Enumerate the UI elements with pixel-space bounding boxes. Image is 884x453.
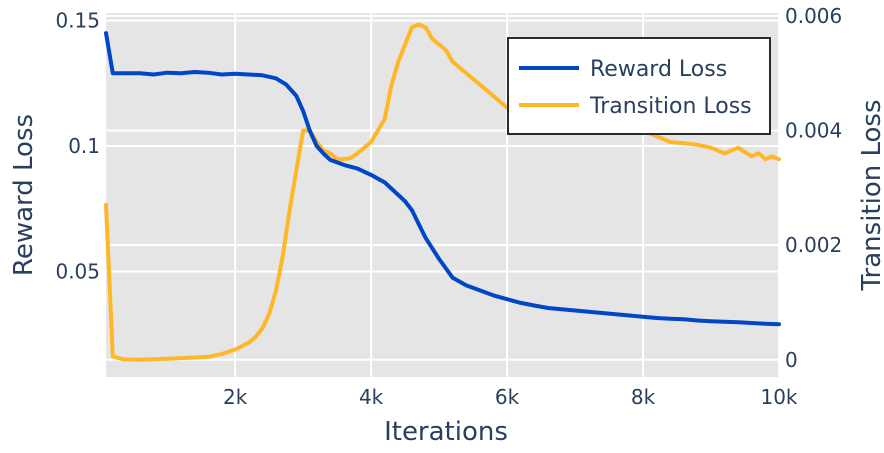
legend-label-transition-loss: Transition Loss bbox=[589, 94, 752, 119]
y-right-tick-label: 0.002 bbox=[785, 233, 842, 257]
legend: Reward Loss Transition Loss bbox=[507, 37, 771, 135]
y-right-tick-label: 0.006 bbox=[785, 4, 842, 28]
series-layer bbox=[104, 22, 781, 362]
x-tick-label: 8k bbox=[631, 385, 656, 409]
x-axis-title: Iterations bbox=[384, 417, 508, 447]
y-left-tick-label: 0.05 bbox=[55, 260, 100, 284]
x-tick-label: 2k bbox=[223, 385, 248, 409]
x-tick-label: 10k bbox=[760, 385, 797, 409]
legend-box bbox=[507, 37, 771, 135]
y-right-tick-label: 0.004 bbox=[785, 119, 842, 143]
x-tick-label: 6k bbox=[495, 385, 520, 409]
series-line-reward-loss bbox=[104, 31, 781, 327]
y-left-tick-label: 0.1 bbox=[68, 134, 100, 158]
left-y-axis-title: Reward Loss bbox=[9, 114, 39, 276]
right-y-axis-title: Transition Loss bbox=[857, 99, 884, 291]
legend-label-reward-loss: Reward Loss bbox=[590, 57, 727, 82]
tick-labels: 2k 4k 6k 8k 10k 0.05 0.1 0.15 0 0.002 0.004 0.006 bbox=[55, 4, 842, 409]
y-left-tick-label: 0.15 bbox=[55, 9, 100, 33]
y-right-tick-label: 0 bbox=[785, 348, 798, 372]
series-line-transition-loss bbox=[104, 22, 781, 362]
x-tick-label: 4k bbox=[359, 385, 384, 409]
